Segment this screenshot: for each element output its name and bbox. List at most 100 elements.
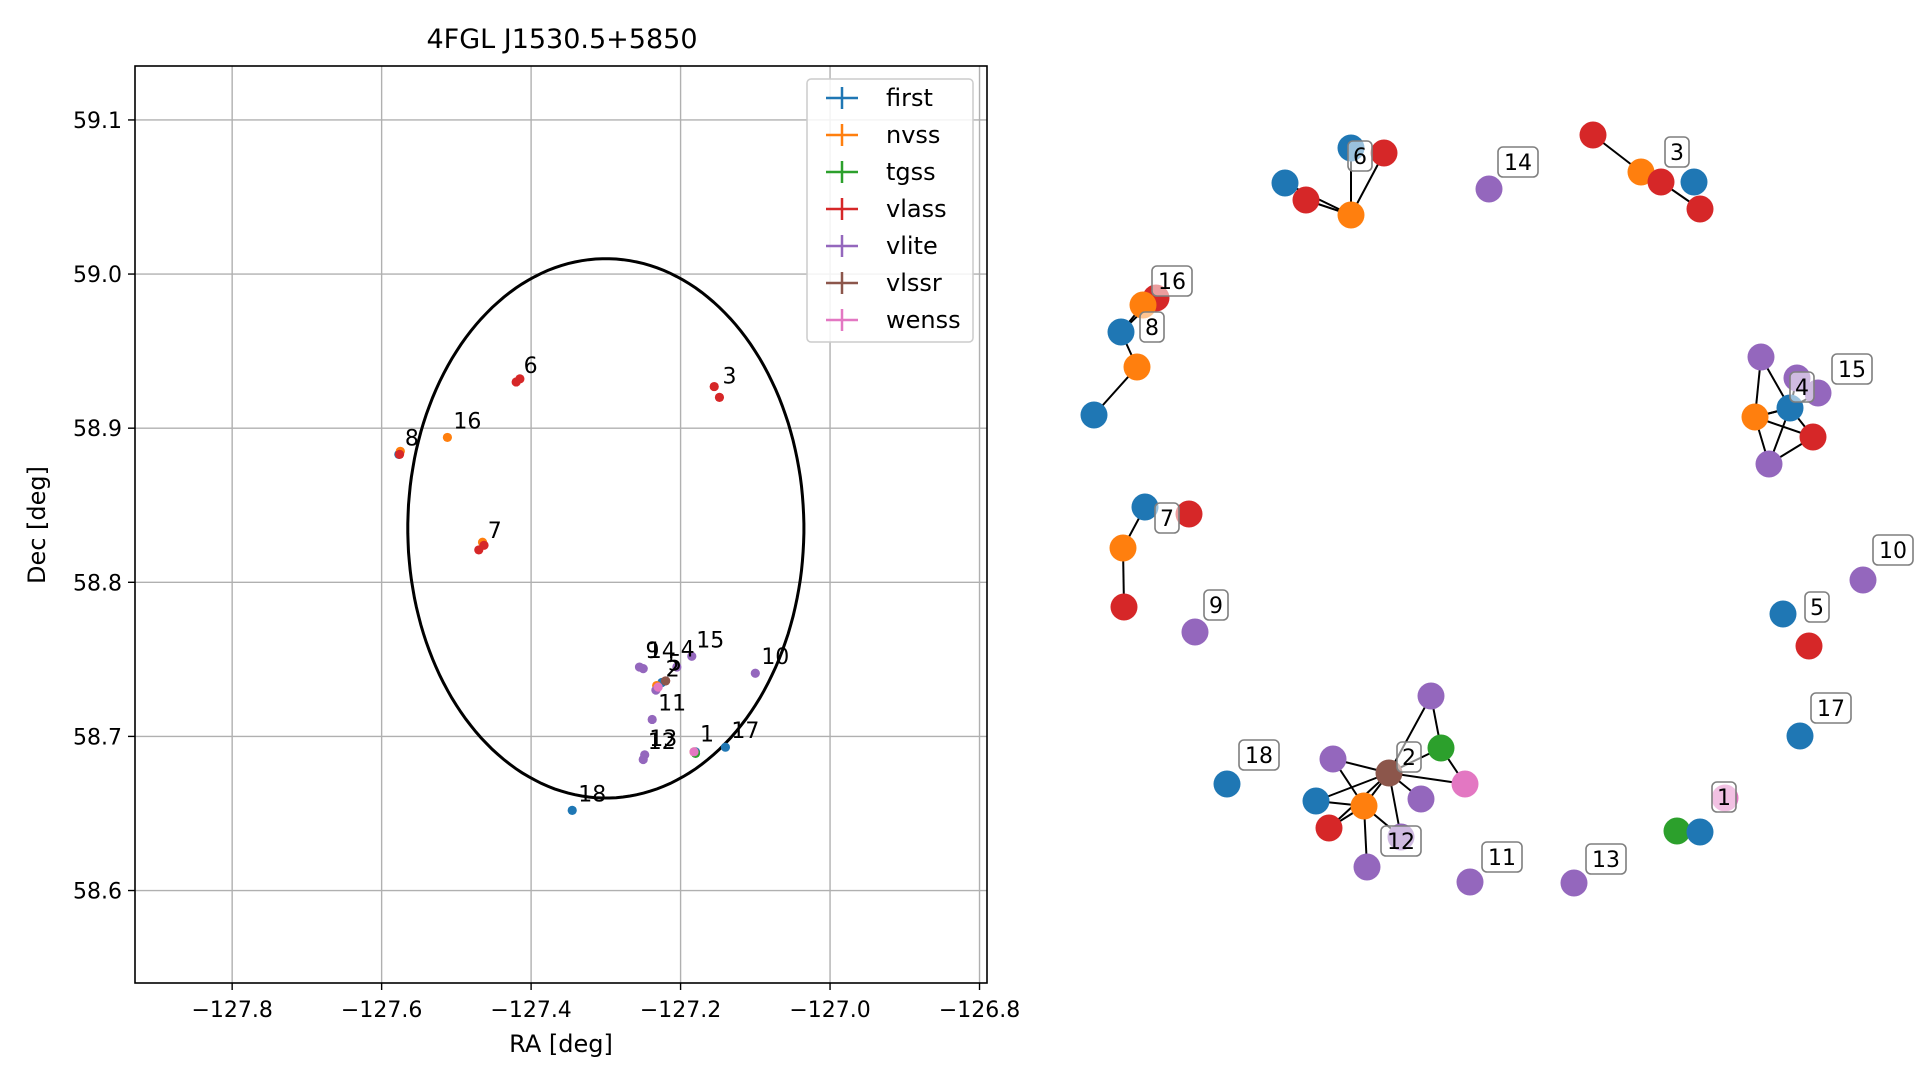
network-label-12: 12 — [1387, 830, 1415, 855]
y-tick-label: 58.6 — [73, 880, 122, 905]
network-node-vlite — [1560, 869, 1588, 897]
network-label-box-14 — [1497, 146, 1539, 178]
network-label-box-2 — [1396, 741, 1422, 773]
network-nodes — [1080, 121, 1877, 897]
network-label-16: 16 — [1158, 270, 1186, 295]
y-tick-label: 59.0 — [73, 263, 122, 288]
point-label-10: 10 — [761, 645, 789, 670]
network-edges — [1093, 134, 1819, 868]
network-label-box-16 — [1151, 265, 1193, 297]
network-node-vlass — [1315, 814, 1343, 842]
network-label-8: 8 — [1145, 316, 1159, 341]
network-label-2: 2 — [1402, 746, 1416, 771]
network-node-vlite — [1849, 566, 1877, 594]
point-label-15: 15 — [696, 628, 724, 653]
network-node-vlass — [1579, 121, 1607, 149]
network-label-17: 17 — [1817, 697, 1845, 722]
network-node-first — [1680, 168, 1708, 196]
network-node-nvss — [1109, 534, 1137, 562]
point-label-1: 1 — [700, 722, 714, 747]
marker-vlass — [709, 381, 719, 392]
x-tick-label: −127.0 — [789, 998, 870, 1023]
network-node-tgss — [1663, 817, 1691, 845]
grid — [135, 66, 987, 983]
legend-label-vlass: vlass — [886, 195, 947, 223]
point-label-4: 4 — [681, 638, 695, 663]
network-label-6: 6 — [1353, 145, 1367, 170]
network-node-first — [1786, 722, 1814, 750]
network-node-vlass — [1647, 168, 1675, 196]
y-tick-label: 59.1 — [73, 109, 122, 134]
marker-vlite — [647, 714, 657, 725]
network-node-first — [1213, 770, 1241, 798]
network-label-3: 3 — [1670, 141, 1684, 166]
point-label-18: 18 — [578, 782, 606, 807]
point-label-9: 9 — [645, 639, 659, 664]
network-node-vlite — [1755, 450, 1783, 478]
network-label-box-3 — [1664, 136, 1690, 168]
network-label-box-6 — [1347, 140, 1373, 172]
network-edge — [1388, 695, 1432, 774]
network-label-13: 13 — [1592, 848, 1620, 873]
legend-label-vlite: vlite — [886, 232, 938, 260]
legend-label-nvss: nvss — [886, 121, 940, 149]
marker-vlite — [640, 750, 650, 760]
network-label-15: 15 — [1838, 358, 1866, 383]
point-label-3: 3 — [722, 365, 736, 390]
network-node-first — [1686, 818, 1714, 846]
network-label-box-9 — [1203, 589, 1229, 621]
network-node-nvss — [1337, 201, 1365, 229]
network-node-vlass — [1370, 139, 1398, 167]
marker-first — [720, 742, 731, 752]
network-node-vlite — [1319, 745, 1347, 773]
point-label-2: 2 — [666, 658, 680, 683]
point-label-6: 6 — [524, 354, 538, 379]
network-node-first — [1080, 401, 1108, 429]
radio-sources-scatter-plot: 4FGL J1530.5+5850 −127.8 −127.6 −127.4 −127… — [23, 24, 1020, 1058]
network-label-box-4 — [1789, 371, 1815, 403]
network-label-box-12 — [1380, 825, 1422, 857]
network-label-1: 1 — [1717, 786, 1731, 811]
network-label-box-7 — [1154, 502, 1180, 534]
marker-vlite — [672, 662, 682, 672]
y-tick-label: 58.8 — [73, 571, 122, 596]
network-node-first — [1302, 787, 1330, 815]
y-tick-label: 58.9 — [73, 417, 122, 442]
network-label-box-15 — [1831, 353, 1873, 385]
network-label-box-8 — [1139, 311, 1165, 343]
point-label-5: 5 — [668, 651, 682, 676]
network-node-vlass — [1686, 195, 1714, 223]
network-label-7: 7 — [1160, 507, 1174, 532]
marker-vlass — [515, 374, 525, 384]
network-node-vlass — [1292, 186, 1320, 214]
point-label-7: 7 — [488, 519, 502, 544]
chart-title: 4FGL J1530.5+5850 — [426, 24, 697, 55]
y-tick-label: 58.7 — [73, 725, 122, 750]
network-node-nvss — [1350, 792, 1378, 820]
network-label-5: 5 — [1810, 596, 1824, 621]
network-node-first — [1271, 169, 1299, 197]
network-node-vlite — [1475, 175, 1503, 203]
legend-label-first: first — [886, 84, 933, 112]
network-node-vlite — [1181, 618, 1209, 646]
marker-vlite — [638, 664, 648, 674]
point-label-11: 11 — [658, 691, 686, 716]
point-label-16: 16 — [453, 409, 481, 434]
network-node-vlite — [1417, 682, 1445, 710]
network-node-nvss — [1627, 158, 1655, 186]
network-node-nvss — [1123, 353, 1151, 381]
legend: first nvss tgss vlass vlite vlssr wenss — [806, 78, 974, 343]
x-axis-label: RA [deg] — [509, 1030, 613, 1058]
network-label-14: 14 — [1504, 151, 1532, 176]
point-label-12: 12 — [648, 730, 676, 755]
network-label-box-13 — [1585, 843, 1627, 875]
network-label-10: 10 — [1879, 539, 1907, 564]
network-node-first — [1131, 493, 1159, 521]
network-node-vlite — [1747, 343, 1775, 371]
network-node-wenss — [1451, 770, 1479, 798]
x-tick-label: −127.8 — [191, 998, 272, 1023]
